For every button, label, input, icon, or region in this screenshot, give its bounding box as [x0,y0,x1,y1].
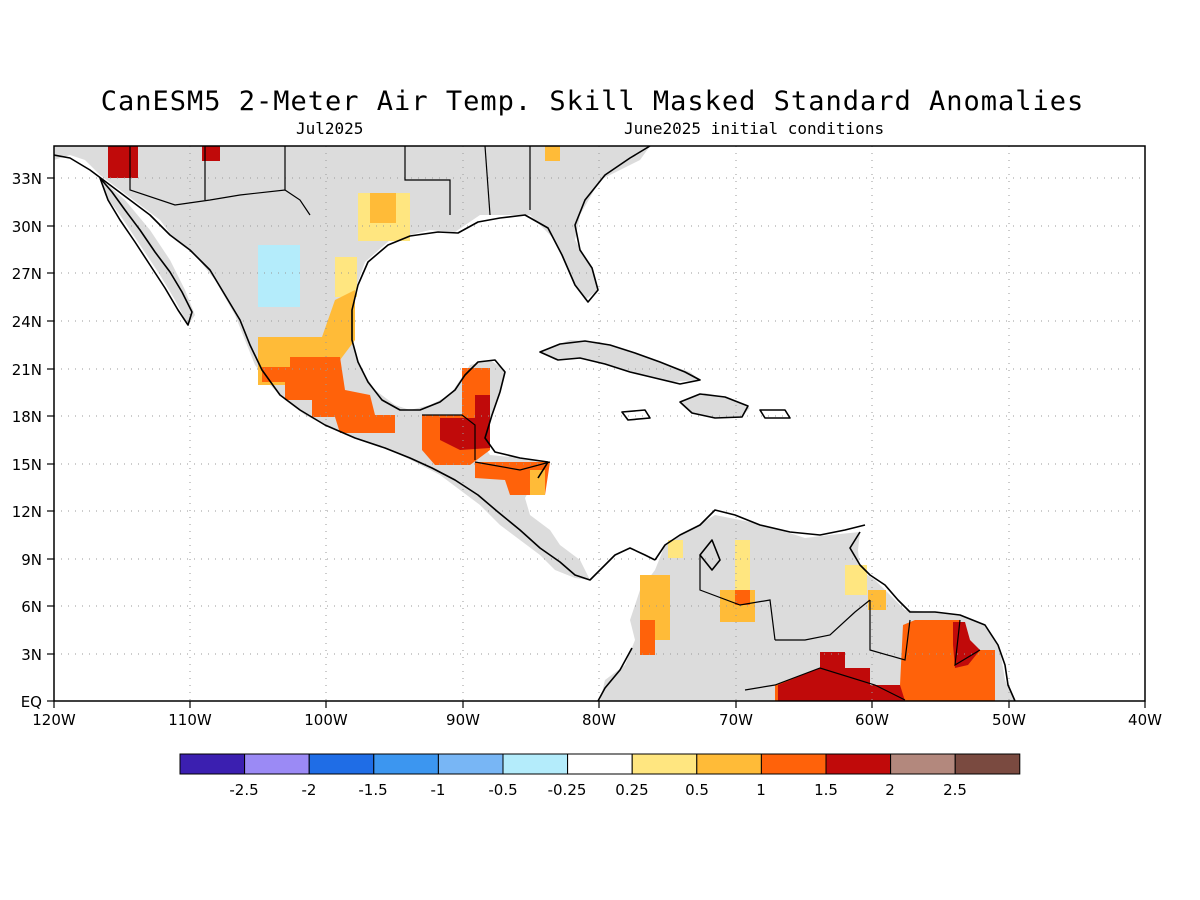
colorbar-swatches [179,753,1021,775]
lat-label: 12N [12,503,42,521]
colorbar-label: 2 [885,781,895,799]
initial-conditions-label: June2025 initial conditions [624,119,885,138]
colorbar: -2.5 -2 -1.5 -1 -0.5 -0.25 0.25 0.5 1 1.… [179,753,1021,799]
map-title: CanESM5 2-Meter Air Temp. Skill Masked S… [100,86,1085,117]
colorbar-label: 2.5 [943,781,967,799]
colorbar-swatch [696,753,762,775]
colorbar-swatch [825,753,892,775]
valid-month-label: Jul2025 [296,119,364,138]
lon-label: 80W [582,711,616,729]
colorbar-label: 1.5 [814,781,838,799]
colorbar-swatch [244,753,310,775]
lat-label: 27N [12,265,42,283]
colorbar-label: 0.5 [685,781,709,799]
colorbar-swatch [890,753,956,775]
axis-ticks [47,177,1146,708]
lat-label: 18N [12,408,42,426]
colorbar-swatch [760,753,827,775]
colorbar-labels: -2.5 -2 -1.5 -1 -0.5 -0.25 0.25 0.5 1 1.… [229,781,967,799]
colorbar-label: -1 [431,781,446,799]
lon-label: 40W [1128,711,1162,729]
lat-label: 24N [12,313,42,331]
colorbar-swatch [179,753,246,775]
colorbar-swatch [954,753,1021,775]
lat-label: 3N [21,646,42,664]
coastlines [54,146,1016,701]
colorbar-swatch [567,753,633,775]
colorbar-label: -0.25 [548,781,587,799]
masked-land-region [54,146,1015,701]
colorbar-label: -1.5 [358,781,387,799]
lon-label: 50W [992,711,1026,729]
colorbar-label: 1 [756,781,766,799]
lat-label: 30N [12,218,42,236]
colorbar-label: 0.25 [615,781,648,799]
anomaly-field [108,146,995,701]
colorbar-swatch [502,753,569,775]
map-gridlines [54,146,1145,701]
lat-label: EQ [21,693,42,711]
lon-label: 110W [168,711,212,729]
lat-label: 21N [12,361,42,379]
colorbar-swatch [437,753,504,775]
colorbar-label: -0.5 [488,781,517,799]
lon-label: 70W [719,711,753,729]
lat-label: 15N [12,456,42,474]
longitude-labels: 120W 110W 100W 90W 80W 70W 60W 50W 40W [32,711,1162,729]
map-plot-area [54,146,1145,701]
colorbar-swatch [631,753,698,775]
latitude-labels: 33N 30N 27N 24N 21N 18N 15N 12N 9N 6N 3N… [12,170,42,711]
lat-label: 9N [21,551,42,569]
lon-label: 100W [304,711,348,729]
lon-label: 120W [32,711,76,729]
lat-label: 6N [21,598,42,616]
colorbar-swatch [373,753,439,775]
country-borders [129,146,981,701]
lon-label: 90W [446,711,480,729]
colorbar-label: -2 [302,781,317,799]
colorbar-label: -2.5 [229,781,258,799]
colorbar-swatch [308,753,375,775]
lon-label: 60W [855,711,889,729]
lat-label: 33N [12,170,42,188]
